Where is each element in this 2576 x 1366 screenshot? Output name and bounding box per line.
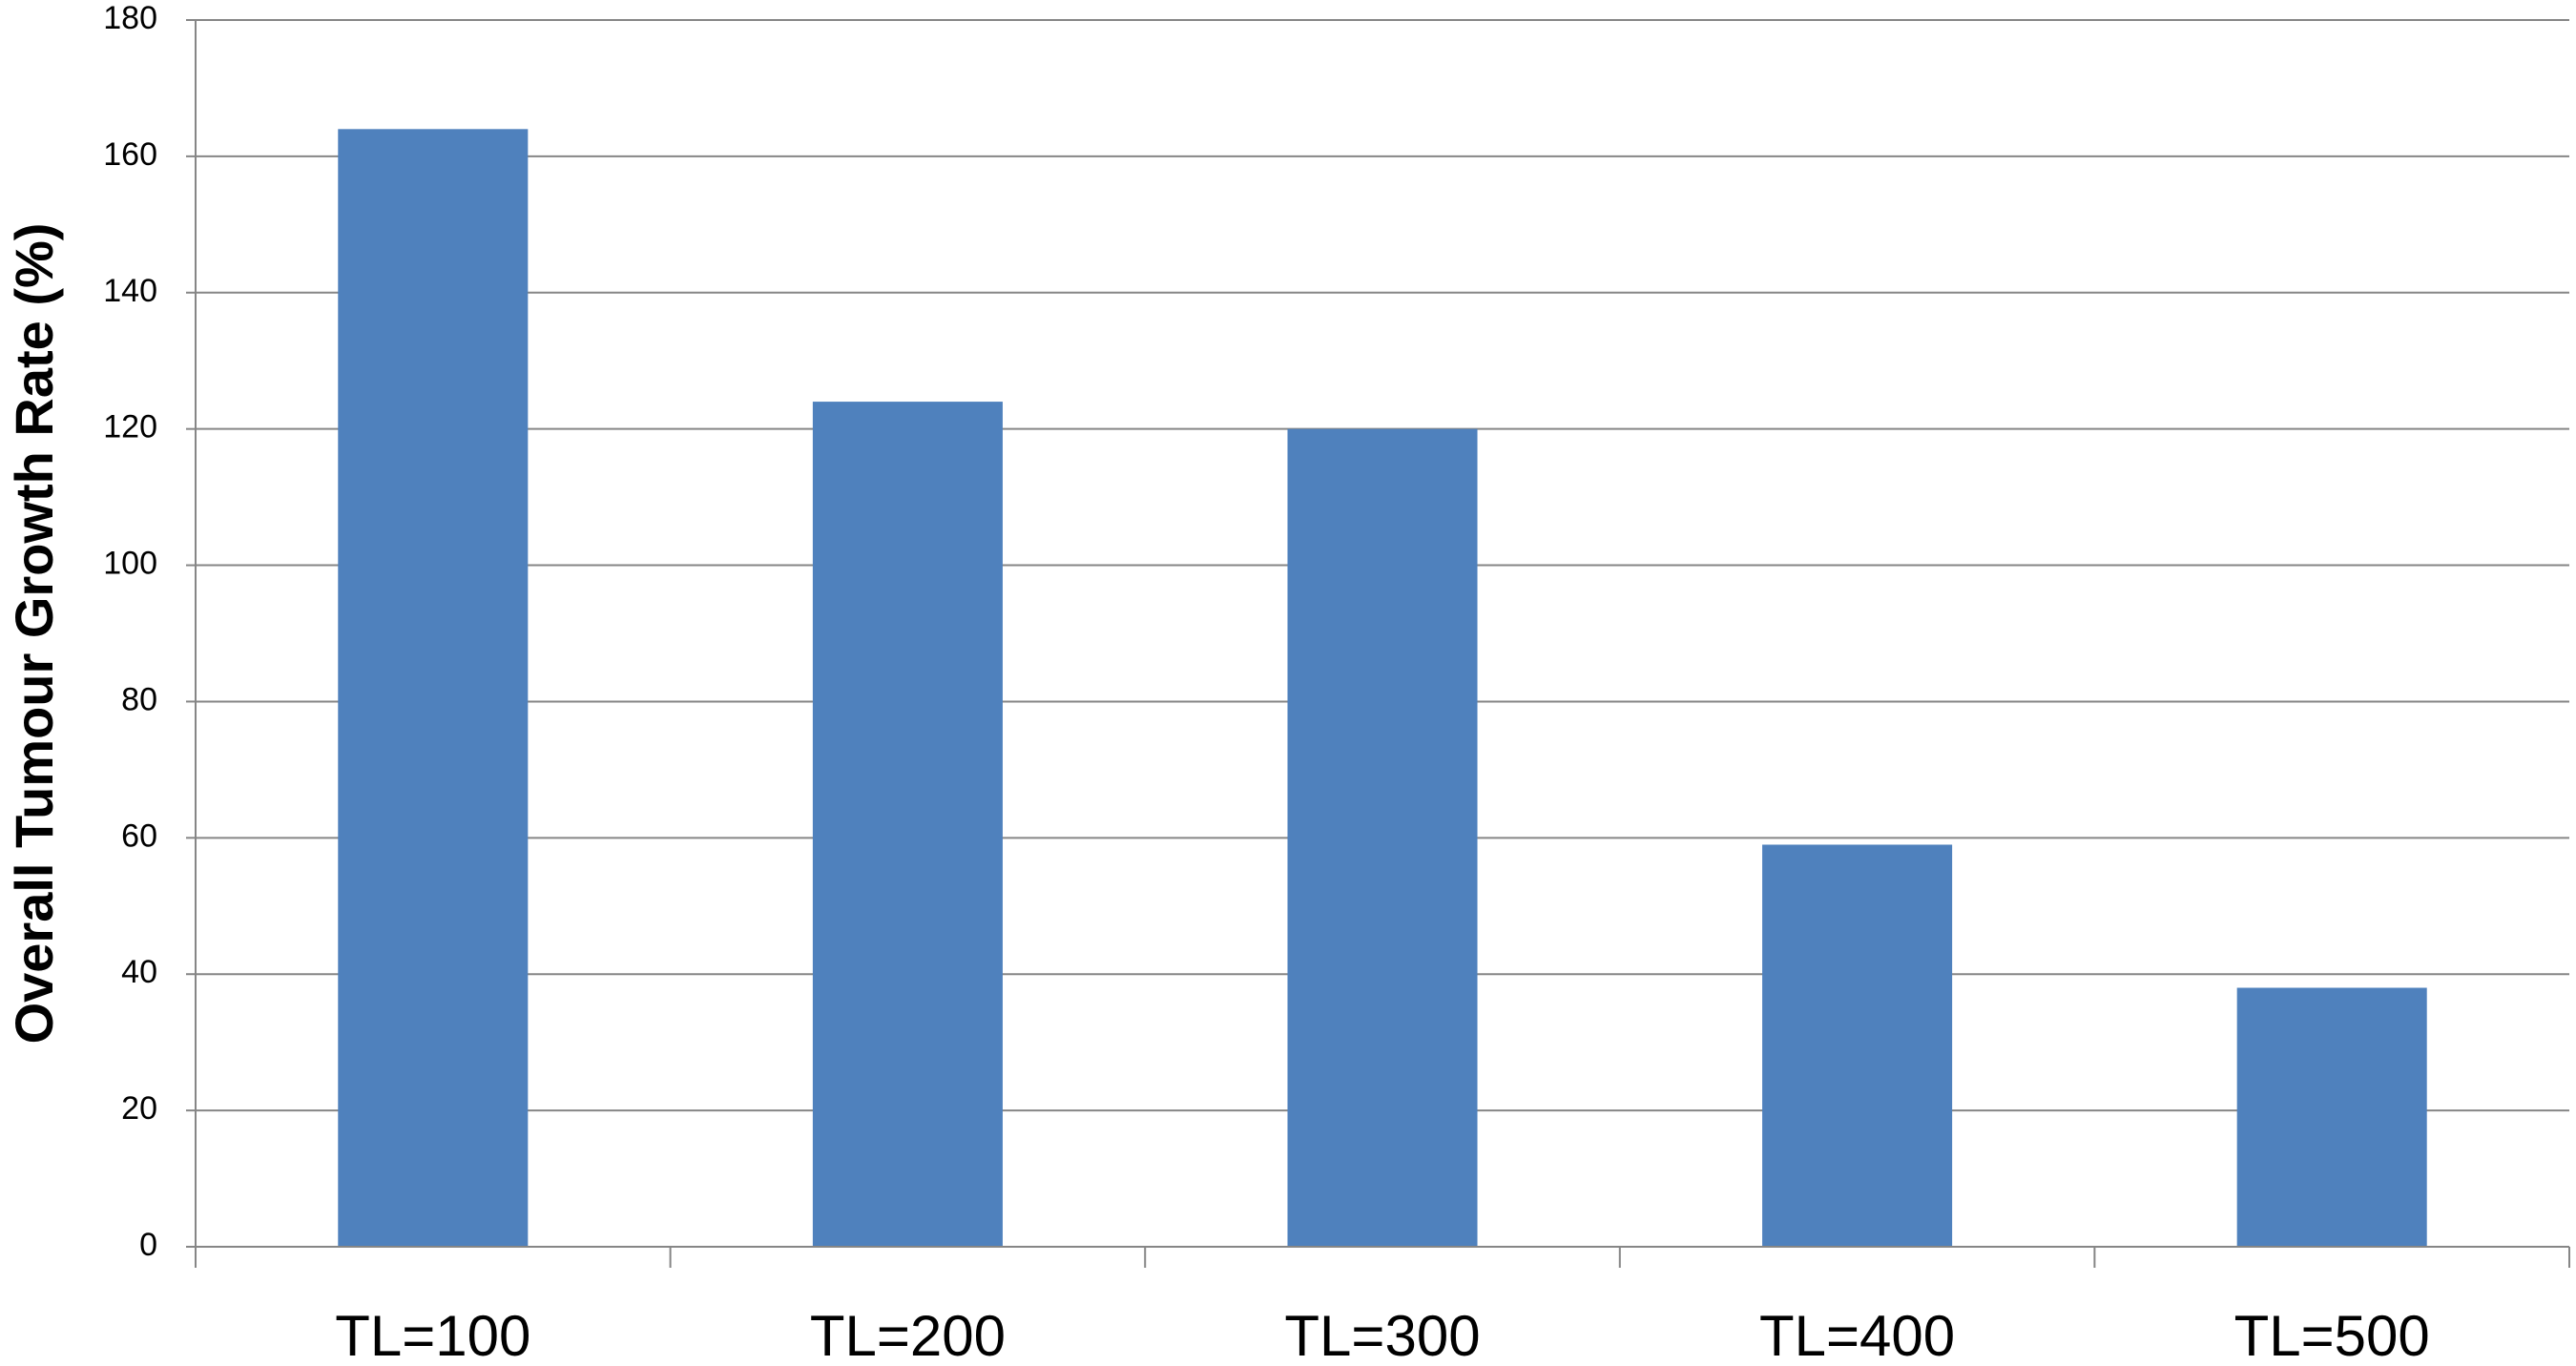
x-tick-label: TL=200: [810, 1304, 1006, 1366]
y-tick-label: 40: [121, 954, 157, 990]
bar: [1287, 428, 1478, 1248]
bar: [2236, 987, 2427, 1247]
bar: [338, 129, 529, 1247]
y-tick-label: 0: [139, 1227, 157, 1263]
y-tick-label: 80: [121, 681, 157, 717]
y-tick-label: 140: [103, 273, 157, 309]
bar: [812, 402, 1003, 1248]
y-tick-label: 60: [121, 818, 157, 854]
y-tick-label: 100: [103, 546, 157, 582]
x-tick-label: TL=400: [1759, 1304, 1955, 1366]
x-tick-label: TL=100: [335, 1304, 530, 1366]
y-tick-label: 20: [121, 1090, 157, 1127]
bar: [1762, 844, 1953, 1247]
y-tick-label: 120: [103, 409, 157, 445]
x-tick-label: TL=300: [1284, 1304, 1480, 1366]
y-tick-label: 180: [103, 0, 157, 36]
x-tick-label: TL=500: [2234, 1304, 2430, 1366]
y-axis-label: Overall Tumour Growth Rate (%): [4, 223, 64, 1045]
y-tick-label: 160: [103, 136, 157, 173]
